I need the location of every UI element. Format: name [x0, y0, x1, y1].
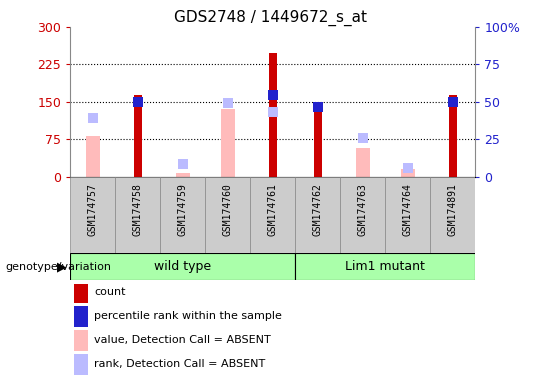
Point: [359, 135, 367, 141]
Text: GSM174759: GSM174759: [178, 183, 188, 236]
Bar: [430, 177, 475, 253]
Text: value, Detection Call = ABSENT: value, Detection Call = ABSENT: [94, 335, 271, 345]
Bar: [220, 109, 235, 177]
Text: GSM174760: GSM174760: [222, 183, 233, 236]
Point: [403, 165, 412, 171]
Bar: [355, 148, 370, 177]
Text: GSM174762: GSM174762: [313, 183, 323, 236]
Bar: [176, 173, 190, 177]
Bar: [250, 177, 295, 253]
Bar: [70, 177, 115, 253]
Bar: [314, 108, 322, 177]
Bar: [115, 177, 160, 253]
Text: ▶: ▶: [57, 260, 67, 273]
Bar: [75, 282, 89, 303]
Text: rank, Detection Call = ABSENT: rank, Detection Call = ABSENT: [94, 359, 266, 369]
Text: genotype/variation: genotype/variation: [5, 262, 111, 272]
Bar: [75, 306, 89, 327]
Bar: [75, 330, 89, 351]
Text: GSM174763: GSM174763: [357, 183, 368, 236]
Text: wild type: wild type: [154, 260, 211, 273]
Bar: [401, 169, 415, 177]
Point: [178, 161, 187, 167]
Bar: [295, 177, 340, 253]
Bar: [340, 177, 385, 253]
Bar: [205, 177, 250, 253]
Text: percentile rank within the sample: percentile rank within the sample: [94, 311, 282, 321]
Point: [89, 115, 97, 121]
Point: [268, 92, 277, 98]
Text: count: count: [94, 287, 126, 297]
Bar: [160, 177, 205, 253]
Text: GDS2748 / 1449672_s_at: GDS2748 / 1449672_s_at: [173, 10, 367, 26]
Bar: [70, 253, 295, 280]
Bar: [134, 95, 141, 177]
Text: GSM174764: GSM174764: [403, 183, 413, 236]
Text: GSM174761: GSM174761: [268, 183, 278, 236]
Bar: [269, 53, 277, 177]
Text: GSM174757: GSM174757: [87, 183, 98, 236]
Point: [448, 99, 457, 105]
Bar: [295, 253, 475, 280]
Text: Lim1 mutant: Lim1 mutant: [345, 260, 425, 273]
Bar: [385, 177, 430, 253]
Bar: [75, 354, 89, 375]
Point: [313, 104, 322, 110]
Point: [224, 100, 232, 106]
Bar: [85, 136, 100, 177]
Text: GSM174891: GSM174891: [448, 183, 458, 236]
Text: GSM174758: GSM174758: [133, 183, 143, 236]
Point: [268, 109, 277, 115]
Bar: [449, 95, 457, 177]
Point: [133, 99, 142, 105]
